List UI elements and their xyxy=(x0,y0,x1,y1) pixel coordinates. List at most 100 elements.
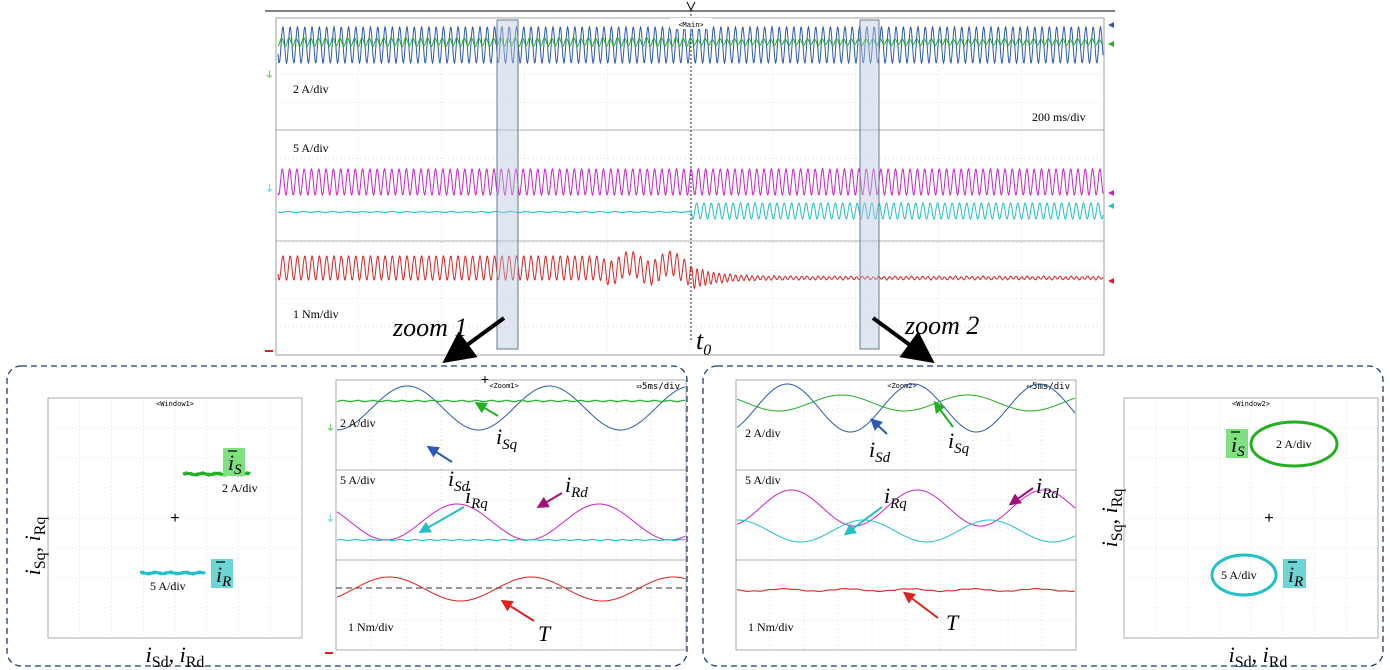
arrow-isd-1 xyxy=(426,445,453,463)
vec-r-label-1: iR xyxy=(216,562,231,590)
zoom1-scale-mid: 5 A/div xyxy=(340,473,376,487)
xy-plot-1-trace-r xyxy=(139,570,207,576)
xy-plot-1-grid xyxy=(48,398,302,638)
zoom1-scale-top: 2 A/div xyxy=(340,416,376,430)
xy-plot-1-tag: <Window1> xyxy=(156,400,194,408)
zoom2-window xyxy=(859,19,880,350)
zoom2-trace-isq xyxy=(736,394,1076,412)
xy-plot-2-grid xyxy=(1124,398,1378,638)
main-tag: <Main> xyxy=(678,21,703,29)
xy-plot-2-ylabel: iSq, iRq xyxy=(1097,489,1126,548)
trigger-icon xyxy=(686,1,696,12)
zoom2-timebase: ⇔5ms/div xyxy=(1027,382,1070,392)
arrow-ird-2 xyxy=(1008,487,1034,506)
vec-r-badge-2 xyxy=(1283,559,1306,588)
label-torque-2: T xyxy=(946,610,960,635)
overview-trace-ird xyxy=(277,167,1104,197)
label-isd-1: iSd xyxy=(448,466,470,495)
overview-trace-isq xyxy=(277,36,1104,48)
zoom2-arrow xyxy=(871,316,935,364)
xy-plot-2-scale-r: 5 A/div xyxy=(1221,568,1257,582)
zoom2-trace-isd xyxy=(736,383,1076,433)
zoom2-panel-frame xyxy=(702,365,1384,667)
ch-marker-isq xyxy=(1108,41,1114,47)
zoom1-tag: <Zoom1> xyxy=(489,382,519,390)
zoom1-window xyxy=(496,19,519,350)
xy-plot-2-tag: <Window2> xyxy=(1232,400,1270,408)
xy-plot-1-xlabel: iSd, iRd xyxy=(146,642,205,670)
xy-plot-2-origin: + xyxy=(1264,510,1273,527)
vec-s-badge-1 xyxy=(223,448,245,476)
ground-icon-2: ⏚ xyxy=(265,184,274,195)
label-isq-2: iSq xyxy=(948,428,970,457)
label-isq-1: iSq xyxy=(496,424,518,453)
overview-grid xyxy=(276,18,1104,355)
overview-trace-isd xyxy=(277,25,1104,65)
zoom1-trace-ird xyxy=(336,503,686,541)
zoom1-ground-3 xyxy=(325,652,333,654)
arrow-isq-2 xyxy=(933,400,954,428)
ch-marker-irq xyxy=(1108,203,1114,209)
zoom1-trace-irq xyxy=(336,538,686,542)
zoom2-trace-torque xyxy=(736,587,1076,593)
zoom1-arrow xyxy=(442,316,506,364)
cursor-icon: + xyxy=(481,371,489,387)
vec-s-label-1: iS xyxy=(228,450,242,478)
vec-s-badge-2 xyxy=(1226,429,1248,458)
zoom1-ground-1: ⏚ xyxy=(326,423,335,434)
zoom1-timebase: ⇔5ms/div xyxy=(637,382,680,392)
ground-icon-1: ⏚ xyxy=(265,70,274,81)
overview-scale-mid: 5 A/div xyxy=(293,141,329,155)
ch-marker-ird xyxy=(1108,190,1114,196)
label-torque-1: T xyxy=(538,621,552,646)
arrow-irq-2 xyxy=(843,506,883,536)
xy-plot-2-xlabel: iSd, iRd xyxy=(1229,642,1288,670)
arrow-torque-1 xyxy=(500,599,535,622)
arrow-isd-2 xyxy=(870,418,888,435)
vec-s-label-2: iS xyxy=(1231,432,1245,460)
overview-scale-bot: 1 Nm/div xyxy=(293,307,339,321)
zoom1-ground-2: ⏚ xyxy=(326,514,335,525)
zoom1-trace-isq xyxy=(336,399,686,403)
label-irq-2: iRq xyxy=(884,483,907,512)
ch-marker-isd xyxy=(1108,22,1114,28)
zoom2-scope: <Zoom2> ⇔5ms/div 2 A/div 5 A/div 1 Nm/di… xyxy=(735,379,1077,651)
t0-label: t0 xyxy=(696,326,711,359)
xy-plot-1-origin: + xyxy=(170,510,179,527)
vec-r-label-2: iR xyxy=(1288,562,1303,590)
arrow-ird-1 xyxy=(536,492,563,509)
arrow-torque-2 xyxy=(902,591,939,619)
label-ird-1: iRd xyxy=(565,472,588,501)
xy-plot-2-scale-s: 2 A/div xyxy=(1276,437,1312,451)
overview-trace-torque xyxy=(277,250,1104,290)
xy-plot-1-scale-r: 5 A/div xyxy=(150,579,186,593)
label-isd-2: iSd xyxy=(869,437,891,466)
main-tag-bg xyxy=(670,18,712,29)
ch-marker-torque xyxy=(1108,278,1114,284)
label-ird-2: iRd xyxy=(1036,473,1059,502)
xy-plot-1-scale-s: 2 A/div xyxy=(222,481,258,495)
zoom2-trace-irq xyxy=(737,519,1076,543)
zoom1-scope: + <Zoom1> ⇔5ms/div ⏚ ⏚ 2 A/div 5 A/div 1… xyxy=(325,371,687,654)
xy-plot-1: <Window1> + 2 A/div 5 A/div iS iR xyxy=(47,397,303,639)
zoom2-scale-bot: 1 Nm/div xyxy=(748,620,794,634)
overview-time-scale: 200 ms/div xyxy=(1032,110,1086,124)
xy-plot-2-trace-s xyxy=(1249,420,1339,468)
zoom1-label: zoom 1 xyxy=(392,313,467,342)
zoom1-scale-bot: 1 Nm/div xyxy=(348,620,394,634)
zoom2-tag: <Zoom2> xyxy=(887,382,917,390)
overview-trace-irq xyxy=(277,202,1104,220)
zoom2-scale-mid: 5 A/div xyxy=(745,473,781,487)
xy-plot-2-trace-r xyxy=(1210,553,1278,597)
zoom1-trace-torque xyxy=(336,576,686,602)
ground-icon-3 xyxy=(265,350,273,352)
zoom1-panel-frame xyxy=(6,365,688,667)
vec-r-badge-1 xyxy=(211,559,233,588)
overview-scope: <Main> ⏚ ⏚ 2 A/div 5 A/div 1 Nm/div 200 … xyxy=(265,1,1115,356)
arrow-irq-1 xyxy=(418,506,465,533)
xy-plot-1-ylabel: iSq, iRq xyxy=(20,517,49,576)
arrow-isq-1 xyxy=(474,401,499,417)
zoom1-trace-isd xyxy=(336,385,686,431)
xy-plot-2: <Window2> + 2 A/div 5 A/div iS iR xyxy=(1123,397,1379,639)
